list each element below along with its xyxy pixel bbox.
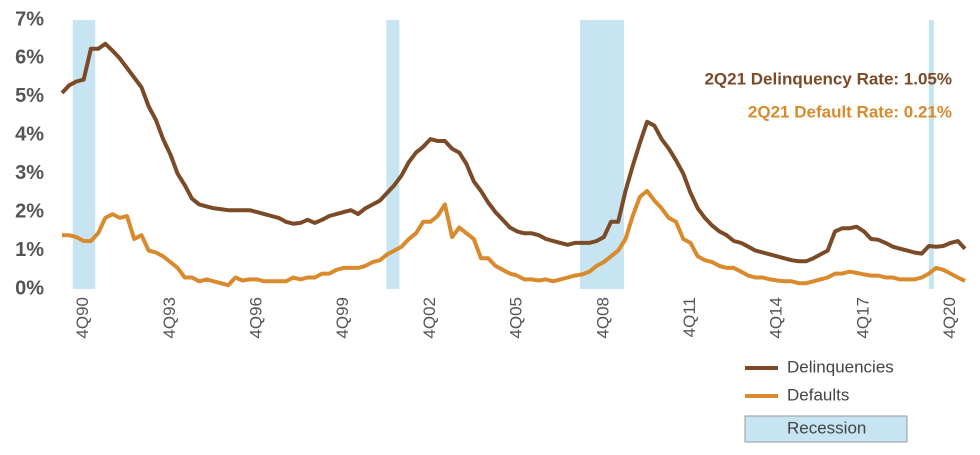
x-tick-label: 4Q05 — [507, 297, 526, 339]
recession-band — [928, 20, 934, 289]
series-line — [62, 189, 966, 288]
annotation: 2Q21 Default Rate: 0.21% — [748, 102, 952, 121]
x-tick-label: 4Q20 — [940, 297, 959, 339]
y-tick-label: 0% — [15, 277, 44, 299]
x-tick-label: 4Q02 — [420, 297, 439, 339]
x-tick-label: 4Q17 — [853, 297, 872, 339]
legend-recession-box — [744, 415, 908, 443]
x-tick-label: 4Q93 — [160, 297, 179, 339]
legend-label: Delinquencies — [787, 357, 894, 376]
recession-band — [72, 20, 96, 289]
recession-band — [386, 20, 400, 289]
legend-label: Recession — [787, 418, 866, 437]
x-tick-label: 4Q96 — [247, 297, 266, 339]
y-tick-label: 4% — [15, 124, 44, 146]
y-tick-label: 1% — [15, 239, 44, 261]
x-tick-label: 4Q08 — [593, 297, 612, 339]
y-tick-label: 7% — [15, 8, 44, 30]
annotation: 2Q21 Delinquency Rate: 1.05% — [704, 69, 952, 88]
x-tick-label: 4Q90 — [73, 297, 92, 339]
legend-label: Defaults — [787, 385, 849, 404]
x-tick-label: 4Q14 — [767, 297, 786, 339]
series-line — [60, 41, 967, 264]
y-tick-label: 2% — [15, 200, 44, 222]
y-tick-label: 6% — [15, 47, 44, 69]
y-tick-label: 3% — [15, 162, 44, 184]
x-tick-label: 4Q99 — [333, 297, 352, 339]
y-tick-label: 5% — [15, 85, 44, 107]
x-tick-label: 4Q11 — [680, 297, 699, 337]
